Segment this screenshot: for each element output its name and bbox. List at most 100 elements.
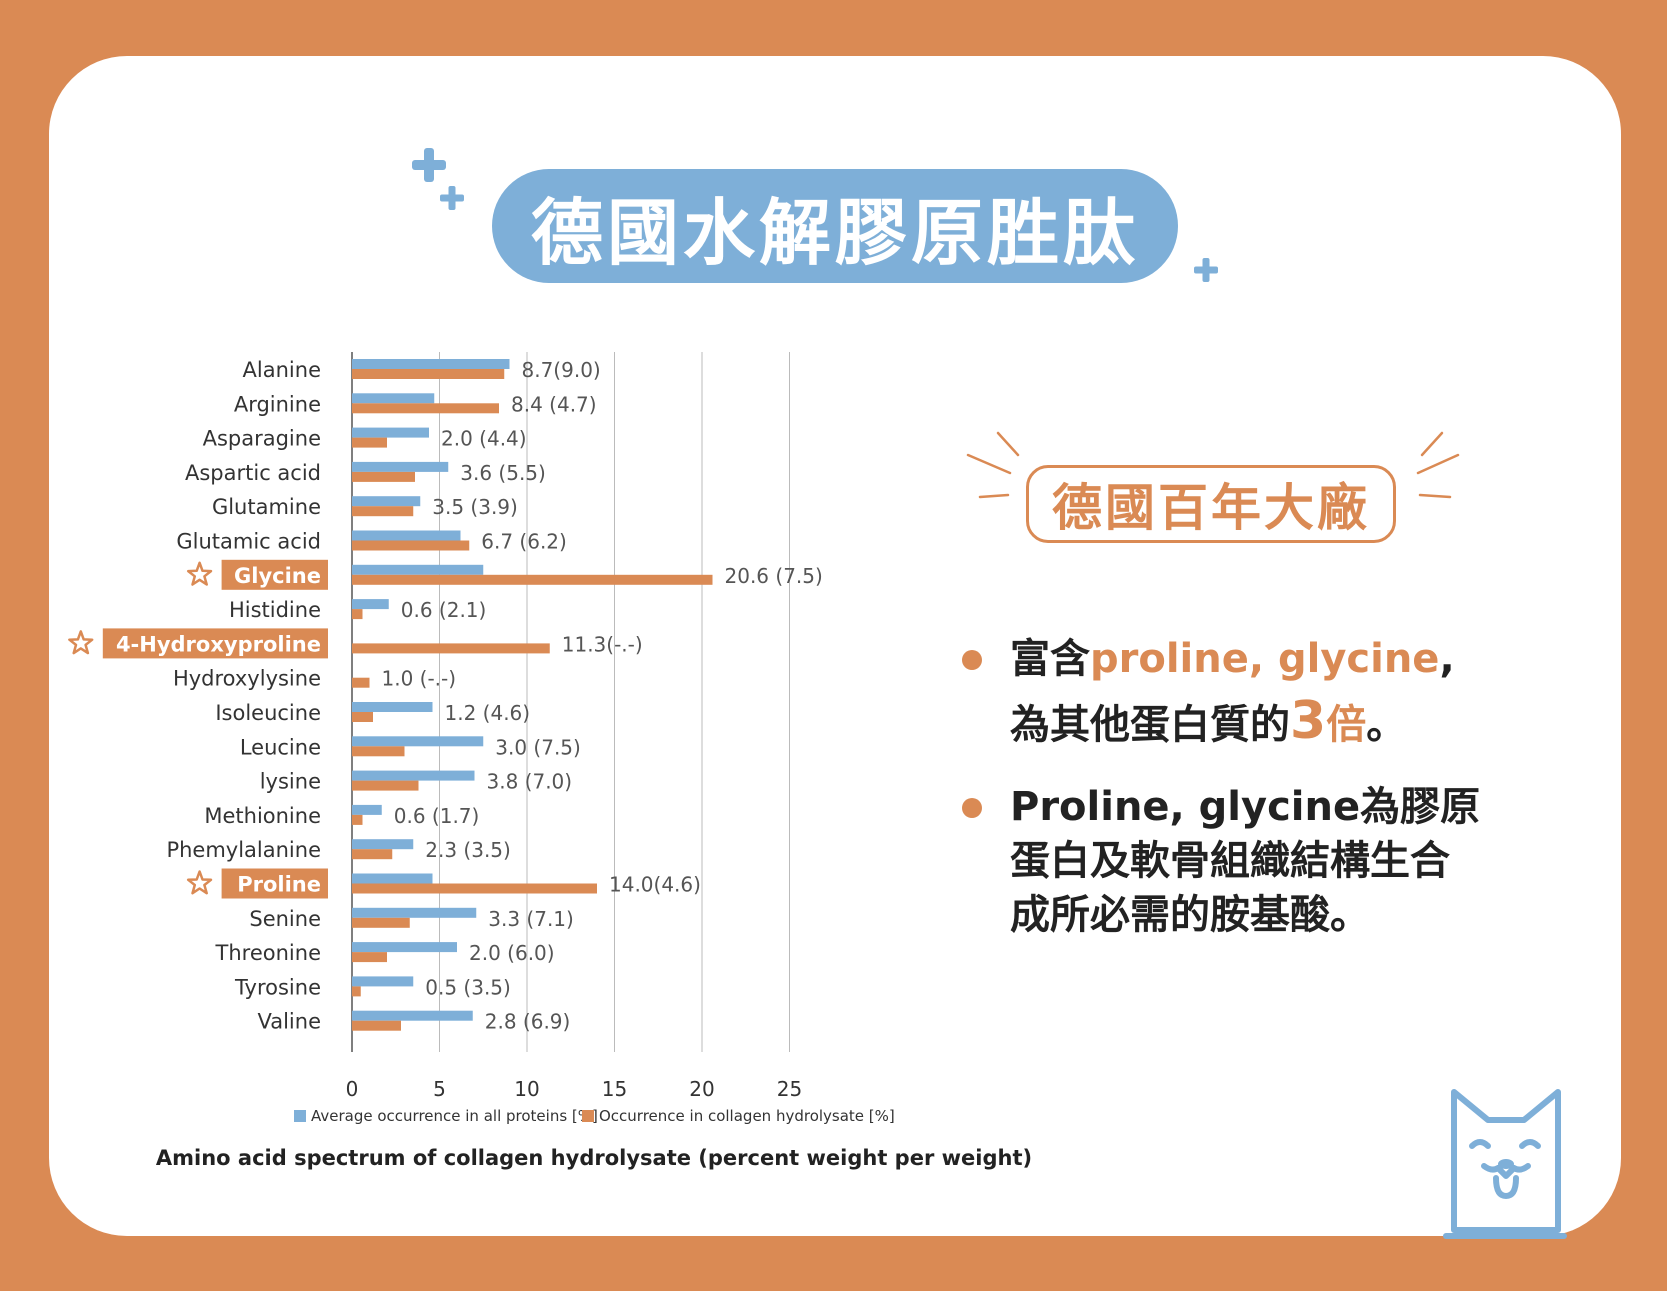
highlight-label-bg [221,559,328,590]
data-label: 3.3 (7.1) [488,907,574,931]
category-label: lysine [260,770,321,794]
bar-collagen [352,917,410,928]
bullet-dot [962,650,982,670]
category-label: Arginine [234,392,321,416]
bar-collagen [352,643,550,654]
data-label: 1.0 (-.-) [382,667,457,691]
bullet-1-text: 富含 [1010,636,1090,682]
bar-collagen [352,574,713,585]
bullet-1-period: 。 [1366,702,1407,748]
bar-collagen [352,677,370,688]
badge-area: 德國百年大廠 [960,425,1480,555]
bar-collagen [352,369,505,379]
category-label: Hydroxylysine [173,667,321,691]
bar-collagen [352,952,387,963]
bar-average [352,461,449,472]
x-tick-label: 0 [346,1077,359,1101]
bullet-1-text-2: 為其他蛋白質的 [1010,702,1290,748]
plus-icon [440,186,464,210]
legend-label-average: Average occurrence in all proteins [%] [311,1107,598,1125]
category-label: Glutamine [212,495,321,519]
bar-average [352,496,421,507]
bar-collagen [352,540,470,551]
bar-average [352,564,484,575]
bar-average [352,942,457,953]
star-outline-icon [186,561,213,586]
data-label: 1.2 (4.6) [445,701,531,725]
bar-average [352,736,484,747]
bar-average [352,359,510,369]
bar-collagen [352,712,373,722]
data-label: 3.0 (7.5) [495,735,581,759]
factory-badge: 德國百年大廠 [1026,465,1396,543]
data-label: 2.8 (6.9) [485,1010,571,1034]
bar-average [352,393,435,404]
legend-swatch-average [294,1110,306,1122]
category-label: Isoleucine [215,701,321,725]
data-label: 20.6 (7.5) [725,564,823,588]
sparkle-rays-icon [966,431,1460,499]
data-label: 3.6 (5.5) [460,461,546,485]
data-label: 8.7(9.0) [522,358,601,382]
bar-collagen [352,506,414,517]
bar-collagen [352,986,361,997]
bar-collagen [352,849,393,860]
category-label: Histidine [229,598,321,622]
category-label-highlighted: Glycine [234,564,321,588]
category-label: Threonine [215,941,321,965]
category-label: Valine [257,1010,321,1034]
bullet-2-line-2: 蛋白及軟骨組織結構生合 [1010,838,1450,884]
data-label: 3.5 (3.9) [432,495,518,519]
bullet-2-line-3: 成所必需的胺基酸。 [1010,892,1370,938]
bar-average [352,907,477,918]
bar-collagen [352,883,597,894]
category-label: Glutamic acid [176,530,321,554]
data-label: 6.7 (6.2) [481,530,567,554]
category-label-highlighted: 4-Hydroxyproline [116,632,321,656]
category-label: Alanine [243,358,321,382]
chart-caption: Amino acid spectrum of collagen hydrolys… [156,1146,1032,1170]
bar-collagen [352,1020,401,1031]
bar-collagen [352,780,419,791]
bar-collagen [352,746,405,757]
bar-average [352,1010,473,1021]
data-label: 0.5 (3.5) [425,975,511,999]
bar-average [352,804,382,815]
bar-collagen [352,471,415,482]
category-label-highlighted: Proline [237,873,321,897]
category-label: Phemylalanine [166,838,321,862]
star-outline-icon [186,870,213,895]
bar-average [352,427,429,438]
bar-collagen [352,437,387,448]
bar-collagen [352,814,363,825]
legend-swatch-collagen [582,1110,594,1122]
category-label: Methionine [204,804,321,828]
data-label: 2.0 (6.0) [469,941,555,965]
bar-average [352,976,414,987]
x-tick-label: 15 [602,1077,627,1101]
bar-average [352,839,414,850]
data-label: 3.8 (7.0) [487,770,573,794]
category-label: Leucine [240,735,321,759]
bar-collagen [352,403,499,414]
x-tick-label: 5 [433,1077,446,1101]
category-label: Aspartic acid [185,461,321,485]
data-label: 0.6 (1.7) [394,804,480,828]
x-tick-label: 25 [777,1077,802,1101]
data-label: 2.0 (4.4) [441,427,527,451]
data-label: 2.3 (3.5) [425,838,511,862]
bullet-2-line-1: Proline, glycine為膠原 [1010,784,1481,830]
bullet-dot [962,798,982,818]
bullet-1-line-1: 富含proline, glycine, [1010,628,1455,690]
bar-average [352,770,475,781]
plus-icon [412,148,446,182]
category-label: Tyrosine [234,975,321,999]
category-label: Asparagine [203,427,321,451]
data-label: 11.3(-.-) [562,632,643,656]
star-outline-icon [68,630,94,655]
bar-average [352,530,461,541]
x-tick-label: 20 [689,1077,714,1101]
dog-face-icon [1443,1089,1567,1239]
bar-collagen [352,609,363,620]
